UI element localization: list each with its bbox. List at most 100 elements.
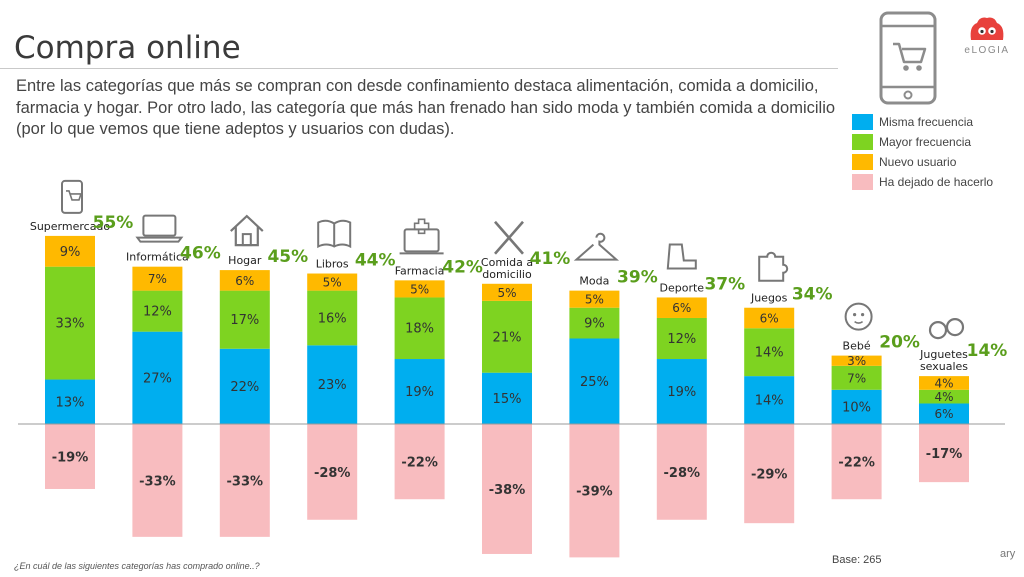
category-label-juguetes-sexuales: Juguetes sexuales <box>919 348 968 373</box>
value-label-nuevo-deporte: 6% <box>672 301 691 315</box>
value-label-dejado-comida-a-domicilio: -38% <box>489 483 526 498</box>
category-icon-juegos <box>758 251 789 282</box>
value-label-mayor-deporte: 12% <box>667 332 696 347</box>
bar-nuevo-libros <box>307 273 358 291</box>
total-label-informatica: 46% <box>180 244 221 264</box>
legend-swatch-misma <box>852 114 873 130</box>
value-label-dejado-juguetes-sexuales: -17% <box>926 447 963 462</box>
value-label-mayor-informatica: 12% <box>143 305 172 320</box>
total-label-hogar: 45% <box>267 247 308 267</box>
category-icon-supermercado <box>61 179 83 214</box>
bar-misma-comida-a-domicilio <box>482 372 532 424</box>
category-label-farmacia: Farmacia <box>395 264 445 277</box>
bar-mayor-informatica <box>132 290 183 332</box>
value-label-nuevo-informatica: 7% <box>148 272 167 286</box>
total-label-deporte: 37% <box>704 274 745 294</box>
bar-misma-farmacia <box>394 359 445 424</box>
value-label-misma-deporte: 19% <box>667 385 696 400</box>
legend-item-misma: Misma frecuencia <box>852 112 993 132</box>
bar-dejado-hogar <box>219 424 270 537</box>
value-label-misma-hogar: 22% <box>230 380 259 395</box>
category-label-libros: Libros <box>316 258 349 271</box>
total-label-comida-a-domicilio: 41% <box>530 249 571 269</box>
value-label-nuevo-bebe: 3% <box>847 354 866 368</box>
value-label-mayor-libros: 16% <box>318 311 347 326</box>
legend-swatch-nuevo <box>852 154 873 170</box>
category-icon-libros <box>317 219 352 249</box>
total-label-bebe: 20% <box>879 333 920 353</box>
category-icon-comida-a-domicilio <box>494 220 524 255</box>
total-label-juguetes-sexuales: 14% <box>967 341 1008 361</box>
title-divider <box>0 68 838 69</box>
survey-question: ¿En cuál de las siguientes categorías ha… <box>14 561 260 571</box>
value-label-mayor-hogar: 17% <box>230 313 259 328</box>
value-label-nuevo-libros: 5% <box>323 276 342 290</box>
value-label-dejado-juegos: -29% <box>751 468 788 483</box>
bar-nuevo-moda <box>569 290 620 308</box>
value-label-dejado-moda: -39% <box>576 485 613 500</box>
bar-mayor-farmacia <box>394 297 445 360</box>
value-label-nuevo-supermercado: 9% <box>60 245 81 260</box>
bar-dejado-libros <box>307 424 358 520</box>
category-icon-farmacia <box>399 218 444 255</box>
category-icon-hogar <box>230 214 264 247</box>
value-label-misma-moda: 25% <box>580 375 609 390</box>
bar-nuevo-farmacia <box>394 280 445 298</box>
category-label-deporte: Deporte <box>660 281 705 294</box>
bar-misma-hogar <box>219 348 270 424</box>
value-label-nuevo-juegos: 6% <box>760 311 779 325</box>
category-icon-juguetes-sexuales <box>928 318 965 340</box>
bar-nuevo-comida-a-domicilio <box>482 283 532 301</box>
bar-nuevo-supermercado <box>45 235 95 267</box>
bar-mayor-comida-a-domicilio <box>482 300 532 373</box>
value-label-nuevo-farmacia: 5% <box>410 282 429 296</box>
bar-nuevo-hogar <box>219 270 270 291</box>
value-label-misma-bebe: 10% <box>842 400 871 415</box>
legend-label-misma: Misma frecuencia <box>879 115 974 129</box>
bar-dejado-farmacia <box>394 424 445 500</box>
bar-dejado-informatica <box>132 424 183 537</box>
category-icon-bebe <box>844 302 873 331</box>
total-label-moda: 39% <box>617 268 658 288</box>
value-label-mayor-juegos: 14% <box>755 346 784 361</box>
bar-misma-deporte <box>656 359 707 424</box>
bar-dejado-deporte <box>656 424 707 520</box>
value-label-misma-comida-a-domicilio: 15% <box>493 392 522 407</box>
value-label-mayor-farmacia: 18% <box>405 322 434 337</box>
bar-mayor-hogar <box>219 290 270 349</box>
legend-item-nuevo: Nuevo usuario <box>852 152 993 172</box>
bar-dejado-juguetes-sexuales <box>919 424 969 483</box>
page-description: Entre las categorías que más se compran … <box>16 77 836 138</box>
bar-mayor-libros <box>307 290 358 346</box>
value-label-mayor-supermercado: 33% <box>56 317 85 332</box>
value-label-dejado-bebe: -22% <box>838 456 875 471</box>
legend-item-dejado: Ha dejado de hacerlo <box>852 172 993 192</box>
legend-swatch-dejado <box>852 174 873 190</box>
category-icon-deporte <box>666 243 697 270</box>
corner-text: ary <box>1000 548 1016 560</box>
value-label-dejado-hogar: -33% <box>227 474 264 489</box>
category-label-informatica: Informática <box>126 251 189 264</box>
category-label-comida-a-domicilio: Comida a domicilio <box>481 256 533 281</box>
bar-misma-juguetes-sexuales <box>919 403 969 424</box>
category-icon-informatica <box>135 214 184 243</box>
chart-legend: Misma frecuencia Mayor frecuencia Nuevo … <box>852 112 993 192</box>
brand-logo: eLOGIA <box>962 16 1012 56</box>
bar-nuevo-bebe <box>831 355 882 366</box>
mobile-shopping-icon <box>879 11 937 105</box>
bar-nuevo-juguetes-sexuales <box>919 376 969 390</box>
bar-mayor-bebe <box>831 365 882 390</box>
total-label-supermercado: 55% <box>93 213 134 233</box>
bar-mayor-deporte <box>656 317 707 360</box>
sample-base: Base: 265 <box>832 554 882 566</box>
value-label-dejado-libros: -28% <box>314 466 351 481</box>
value-label-nuevo-comida-a-domicilio: 5% <box>497 286 516 300</box>
bar-dejado-moda <box>569 424 620 558</box>
bar-dejado-juegos <box>744 424 795 524</box>
value-label-misma-informatica: 27% <box>143 371 172 386</box>
bar-misma-juegos <box>744 376 795 424</box>
legend-label-mayor: Mayor frecuencia <box>879 135 972 149</box>
bar-misma-moda <box>569 338 620 424</box>
bar-dejado-bebe <box>831 424 882 500</box>
bar-dejado-supermercado <box>45 424 95 489</box>
